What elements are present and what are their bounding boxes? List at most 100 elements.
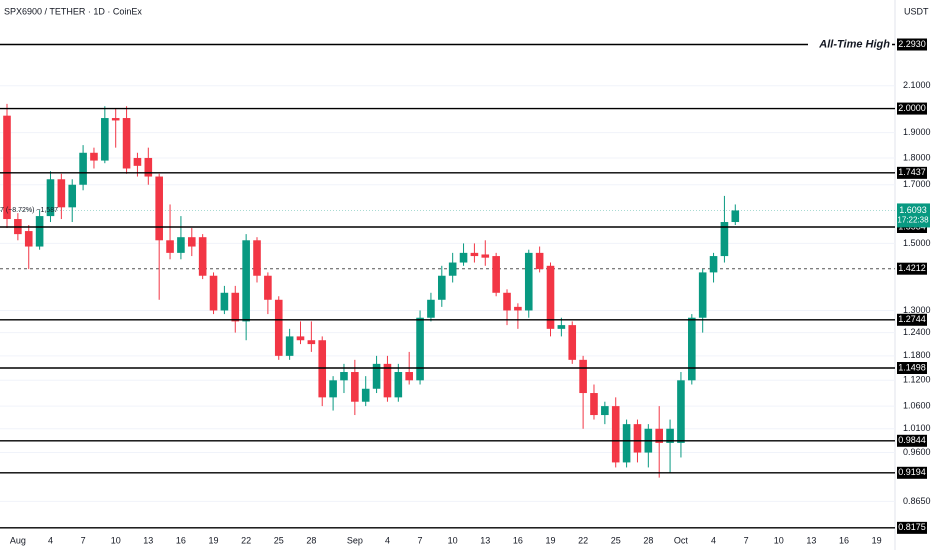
level-label: 1.2744 bbox=[898, 314, 926, 324]
candle-body bbox=[731, 210, 740, 223]
y-tick-label: 1.9000 bbox=[903, 127, 931, 137]
x-tick-label: 4 bbox=[48, 535, 53, 545]
x-tick-label: 4 bbox=[711, 535, 716, 545]
x-tick-label: Sep bbox=[347, 535, 363, 545]
candle-body bbox=[340, 372, 348, 381]
x-tick-label: 7 bbox=[81, 535, 86, 545]
candle-body bbox=[209, 275, 218, 311]
candle-body bbox=[677, 380, 685, 443]
y-tick-label: 1.1800 bbox=[903, 350, 931, 360]
candle-body bbox=[253, 240, 261, 276]
candle-body bbox=[79, 152, 87, 185]
candle-body bbox=[524, 252, 533, 311]
level-label: 2.2930 bbox=[898, 39, 926, 49]
x-tick-label: 7 bbox=[418, 535, 423, 545]
level-label-box bbox=[897, 166, 927, 179]
y-tick-label: 1.1200 bbox=[903, 375, 931, 385]
x-tick-label: 25 bbox=[611, 535, 621, 545]
level-label-box bbox=[897, 521, 927, 534]
candle-body bbox=[622, 424, 631, 463]
level-label-box bbox=[897, 313, 927, 326]
x-tick-label: Aug bbox=[10, 535, 26, 545]
candle-body bbox=[318, 340, 327, 398]
candle-body bbox=[416, 317, 424, 381]
candle-body bbox=[546, 265, 555, 329]
candle-body bbox=[383, 363, 392, 398]
y-tick-label: 2.1000 bbox=[903, 80, 931, 90]
candle-body bbox=[3, 115, 11, 220]
x-tick-label: 16 bbox=[176, 535, 186, 545]
candle-body bbox=[177, 237, 185, 253]
x-tick-label: 4 bbox=[385, 535, 390, 545]
candle-body bbox=[372, 363, 381, 389]
x-tick-label: 13 bbox=[480, 535, 490, 545]
candle-body bbox=[187, 237, 196, 247]
level-label-box bbox=[897, 262, 927, 275]
candle-body bbox=[459, 252, 468, 263]
candle-body bbox=[698, 272, 707, 318]
level-label: 0.9194 bbox=[898, 467, 926, 477]
level-label: 1.7437 bbox=[898, 167, 926, 177]
candle-body bbox=[166, 240, 174, 253]
x-tick-label: 22 bbox=[578, 535, 588, 545]
candle-body bbox=[57, 179, 66, 208]
candle-body bbox=[557, 325, 566, 329]
candle-body bbox=[405, 372, 413, 381]
candle-body bbox=[688, 317, 696, 381]
last-price-box bbox=[897, 203, 930, 228]
x-tick-label: 19 bbox=[209, 535, 219, 545]
level-label-box bbox=[897, 466, 927, 479]
candle-body bbox=[122, 118, 131, 169]
candle-body bbox=[448, 262, 457, 276]
level-label: 2.0000 bbox=[898, 103, 926, 113]
candle-body bbox=[198, 237, 207, 276]
candle-body bbox=[503, 292, 511, 311]
x-tick-label: 7 bbox=[744, 535, 749, 545]
last-price-label: 1.6093 bbox=[899, 205, 927, 215]
x-tick-label: 10 bbox=[448, 535, 458, 545]
y-tick-label: 1.8000 bbox=[903, 152, 931, 162]
candle-body bbox=[427, 299, 435, 318]
level-label: 1.4212 bbox=[898, 263, 926, 273]
x-tick-label: 16 bbox=[513, 535, 523, 545]
y-tick-label: 0.8650 bbox=[903, 496, 931, 506]
candle-body bbox=[285, 336, 294, 356]
countdown: 17:22:38 bbox=[897, 216, 929, 225]
candle-body bbox=[242, 240, 250, 322]
candle-body bbox=[470, 252, 479, 257]
level-label-box bbox=[897, 38, 927, 51]
candle-body bbox=[655, 428, 663, 443]
candle-body bbox=[101, 118, 109, 161]
candle-body bbox=[46, 179, 55, 217]
candle-body bbox=[144, 157, 153, 177]
candle-body bbox=[68, 184, 77, 208]
candle-body bbox=[535, 252, 544, 270]
x-tick-label: 13 bbox=[806, 535, 816, 545]
candle-body bbox=[666, 428, 674, 443]
chart-title: SPX6900 / TETHER · 1D · CoinEx bbox=[4, 6, 142, 16]
candle-body bbox=[492, 256, 500, 293]
candle-body bbox=[329, 380, 337, 398]
candle-body bbox=[351, 372, 359, 402]
candle-body bbox=[579, 359, 587, 394]
y-tick-label: 1.0100 bbox=[903, 423, 931, 433]
candle-body bbox=[90, 152, 98, 161]
candle-body bbox=[220, 292, 229, 311]
level-label-box bbox=[897, 434, 927, 447]
y-tick-label: 1.3000 bbox=[903, 305, 931, 315]
candle-body bbox=[155, 176, 163, 241]
x-tick-label: 10 bbox=[774, 535, 784, 545]
candle-body bbox=[133, 157, 142, 166]
candle-body bbox=[720, 222, 729, 257]
level-label-box bbox=[897, 362, 927, 375]
candle-body bbox=[568, 325, 577, 360]
currency: USDT bbox=[904, 6, 929, 16]
candle-body bbox=[611, 406, 620, 463]
y-tick-label: 1.5000 bbox=[903, 238, 931, 248]
candle-body bbox=[438, 275, 446, 300]
candle-body bbox=[111, 118, 120, 121]
candle-body bbox=[481, 254, 490, 258]
candle-body bbox=[307, 340, 316, 345]
